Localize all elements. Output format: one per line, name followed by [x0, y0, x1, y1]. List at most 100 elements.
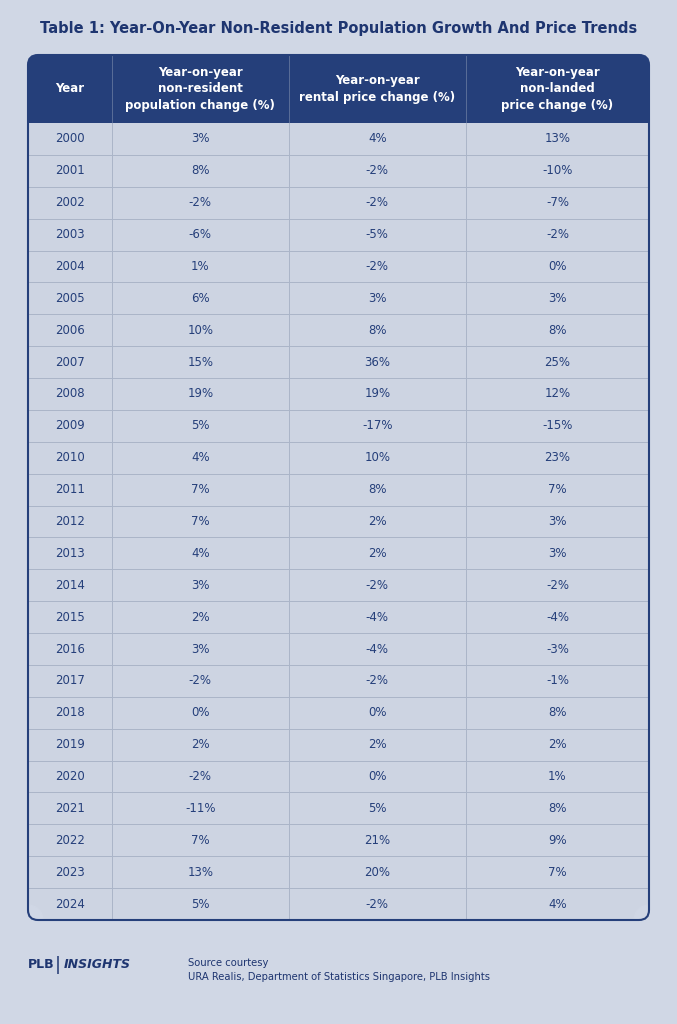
Text: 10%: 10%: [364, 452, 391, 464]
Text: 8%: 8%: [368, 324, 387, 337]
Bar: [28, 601, 649, 633]
Text: -3%: -3%: [546, 642, 569, 655]
Text: 2009: 2009: [55, 420, 85, 432]
Text: 2024: 2024: [55, 898, 85, 910]
Text: 2015: 2015: [55, 610, 85, 624]
Text: 2006: 2006: [55, 324, 85, 337]
Text: PLB: PLB: [28, 958, 55, 972]
Text: Year: Year: [56, 83, 85, 95]
Text: 3%: 3%: [548, 547, 567, 560]
Text: 4%: 4%: [191, 452, 210, 464]
Bar: [28, 155, 649, 186]
Bar: [28, 378, 649, 410]
Text: -1%: -1%: [546, 675, 569, 687]
Text: -2%: -2%: [189, 197, 212, 209]
Text: -10%: -10%: [542, 164, 573, 177]
Text: -2%: -2%: [546, 228, 569, 241]
Bar: [28, 441, 649, 474]
Text: 2012: 2012: [55, 515, 85, 528]
Text: 8%: 8%: [548, 802, 567, 815]
Text: 8%: 8%: [191, 164, 210, 177]
Text: -2%: -2%: [366, 579, 389, 592]
Text: 2014: 2014: [55, 579, 85, 592]
Text: 13%: 13%: [188, 865, 213, 879]
Text: -15%: -15%: [542, 420, 573, 432]
Text: -2%: -2%: [366, 898, 389, 910]
Text: -4%: -4%: [366, 610, 389, 624]
Text: -4%: -4%: [366, 642, 389, 655]
Text: Year-on-year
rental price change (%): Year-on-year rental price change (%): [299, 75, 456, 103]
Text: 2000: 2000: [55, 132, 85, 145]
Text: 1%: 1%: [548, 770, 567, 783]
Bar: [28, 410, 649, 441]
Text: 2021: 2021: [55, 802, 85, 815]
Text: 2013: 2013: [55, 547, 85, 560]
Text: 7%: 7%: [191, 834, 210, 847]
Bar: [28, 888, 649, 920]
Bar: [28, 761, 649, 793]
Text: -2%: -2%: [546, 579, 569, 592]
Bar: [28, 697, 649, 729]
Text: Year-on-year
non-landed
price change (%): Year-on-year non-landed price change (%): [502, 66, 613, 112]
Text: 2019: 2019: [55, 738, 85, 752]
Text: 2%: 2%: [368, 547, 387, 560]
Text: 5%: 5%: [191, 420, 210, 432]
Text: -2%: -2%: [366, 197, 389, 209]
Text: -7%: -7%: [546, 197, 569, 209]
Text: -2%: -2%: [189, 675, 212, 687]
FancyBboxPatch shape: [28, 123, 649, 920]
Text: 7%: 7%: [191, 515, 210, 528]
Text: 5%: 5%: [368, 802, 387, 815]
Text: 2%: 2%: [191, 738, 210, 752]
Text: 2023: 2023: [55, 865, 85, 879]
Text: 3%: 3%: [191, 579, 210, 592]
Text: 1%: 1%: [191, 260, 210, 273]
Text: -2%: -2%: [189, 770, 212, 783]
Text: 0%: 0%: [368, 770, 387, 783]
Text: -6%: -6%: [189, 228, 212, 241]
Text: 2003: 2003: [55, 228, 85, 241]
Text: 3%: 3%: [548, 292, 567, 305]
Text: 3%: 3%: [548, 515, 567, 528]
Text: 3%: 3%: [368, 292, 387, 305]
Bar: [28, 123, 649, 155]
Text: -17%: -17%: [362, 420, 393, 432]
Bar: [28, 793, 649, 824]
Circle shape: [634, 905, 664, 935]
Bar: [28, 665, 649, 697]
Text: 2005: 2005: [55, 292, 85, 305]
Text: 5%: 5%: [191, 898, 210, 910]
Text: 2002: 2002: [55, 197, 85, 209]
Text: 0%: 0%: [548, 260, 567, 273]
Bar: [28, 251, 649, 283]
Text: 2007: 2007: [55, 355, 85, 369]
Text: 2%: 2%: [368, 515, 387, 528]
Text: |: |: [55, 956, 61, 974]
Bar: [28, 283, 649, 314]
Text: 2022: 2022: [55, 834, 85, 847]
Text: 4%: 4%: [191, 547, 210, 560]
Bar: [28, 506, 649, 538]
Bar: [28, 824, 649, 856]
Text: 36%: 36%: [364, 355, 391, 369]
Text: -2%: -2%: [366, 675, 389, 687]
Text: 19%: 19%: [188, 387, 213, 400]
Circle shape: [13, 905, 43, 935]
Text: 2%: 2%: [548, 738, 567, 752]
Text: 2%: 2%: [368, 738, 387, 752]
Text: 7%: 7%: [548, 865, 567, 879]
Text: 0%: 0%: [368, 707, 387, 719]
Text: INSIGHTS: INSIGHTS: [64, 958, 131, 972]
Text: 2001: 2001: [55, 164, 85, 177]
Text: 2018: 2018: [55, 707, 85, 719]
Text: 3%: 3%: [191, 642, 210, 655]
Text: 13%: 13%: [544, 132, 571, 145]
Bar: [28, 729, 649, 761]
Text: 20%: 20%: [364, 865, 391, 879]
Text: 2008: 2008: [55, 387, 85, 400]
Bar: [28, 314, 649, 346]
Text: -2%: -2%: [366, 164, 389, 177]
Text: 23%: 23%: [544, 452, 571, 464]
Text: 2010: 2010: [55, 452, 85, 464]
Text: Source courtesy
URA Realis, Department of Statistics Singapore, PLB Insights: Source courtesy URA Realis, Department o…: [188, 958, 490, 982]
